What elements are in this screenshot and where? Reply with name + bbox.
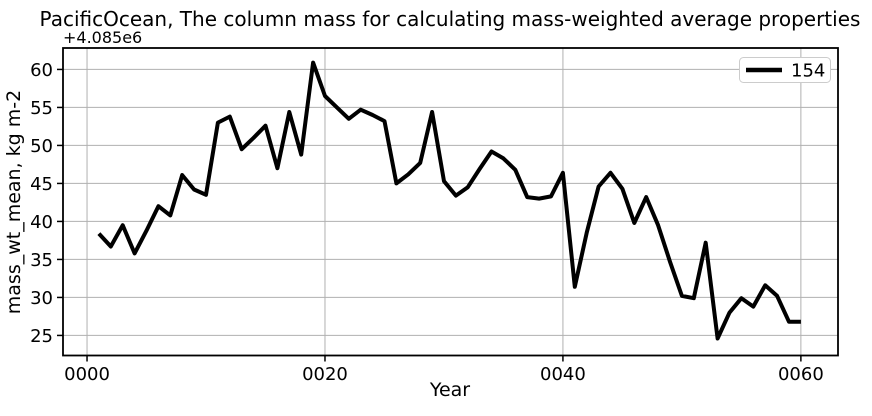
series-layer (97, 60, 801, 341)
grid-lines (63, 48, 838, 356)
y-tick-label: 55 (30, 98, 53, 119)
x-tick-label: 0020 (302, 364, 348, 385)
axes-frame (62, 47, 839, 357)
y-axis-offset-label: +4.085e6 (63, 28, 142, 47)
y-tick-label: 50 (30, 136, 53, 157)
tick-layer: 0000 0020 0040 0060 25 30 35 40 45 50 55 60 (30, 60, 824, 385)
series-line-154 (97, 60, 801, 341)
y-tick-label: 25 (30, 326, 53, 347)
y-tick-label: 45 (30, 174, 53, 195)
x-tick-label: 0060 (778, 364, 824, 385)
legend: 154 (739, 57, 831, 83)
y-tick-label: 60 (30, 60, 53, 81)
chart-title: PacificOcean, The column mass for calcul… (40, 7, 861, 31)
y-tick-label: 35 (30, 250, 53, 271)
y-tick-label: 40 (30, 212, 53, 233)
x-tick-label: 0040 (540, 364, 586, 385)
x-tick-label: 0000 (64, 364, 110, 385)
x-axis-label: Year (429, 379, 470, 401)
legend-box (739, 57, 831, 83)
y-tick-label: 30 (30, 288, 53, 309)
y-axis-label: mass_wt_mean, kg m-2 (3, 90, 25, 314)
legend-label: 154 (791, 61, 825, 82)
